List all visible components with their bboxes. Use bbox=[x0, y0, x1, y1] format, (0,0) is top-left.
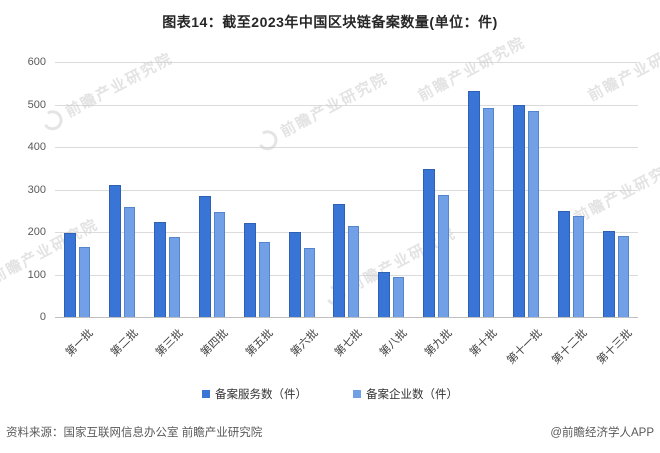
bar-enterprises bbox=[303, 247, 315, 317]
x-tick-label: 第十一批 bbox=[504, 327, 545, 367]
legend-label: 备案服务数（件） bbox=[215, 389, 307, 401]
y-tick-label: 600 bbox=[27, 56, 46, 68]
y-tick-label: 0 bbox=[39, 311, 46, 323]
bar-group: 第六批 bbox=[279, 62, 324, 359]
bar-enterprises bbox=[213, 212, 225, 317]
bar-enterprises bbox=[438, 194, 450, 317]
x-tick-label: 第六批 bbox=[288, 327, 321, 359]
bar-group: 第十批 bbox=[459, 62, 504, 359]
bar-enterprises bbox=[617, 236, 629, 317]
bar-services bbox=[288, 232, 301, 317]
y-tick-label: 100 bbox=[27, 268, 46, 281]
bar-services bbox=[378, 272, 391, 317]
x-tick-label: 第七批 bbox=[333, 327, 366, 359]
bar-group: 第四批 bbox=[190, 62, 235, 359]
x-tick-label: 第十批 bbox=[467, 327, 500, 359]
x-tick-label: 第九批 bbox=[422, 327, 455, 359]
x-tick-label: 第十三批 bbox=[594, 327, 635, 367]
x-tick-label: 第四批 bbox=[198, 327, 231, 359]
bar-group: 第九批 bbox=[414, 62, 459, 359]
y-axis: 0 100 200 300 400 500 600 bbox=[0, 56, 46, 323]
legend-label: 备案企业数（件） bbox=[366, 389, 458, 401]
bar-services bbox=[423, 169, 436, 317]
y-tick-label: 200 bbox=[27, 226, 46, 238]
legend-swatch-icon bbox=[353, 390, 361, 398]
legend: 备案服务数（件） 备案企业数（件） bbox=[0, 386, 660, 402]
bar-group: 第二批 bbox=[100, 62, 145, 359]
bar-services bbox=[64, 233, 77, 317]
legend-item: 备案服务数（件） bbox=[202, 386, 307, 402]
bar-services bbox=[243, 222, 256, 317]
bar-groups: 第一批 第二批 第三批 第四批 第五批 第六批 第七批 第八批 第九批 第十批 第十一批 第十二批 第十… bbox=[55, 62, 638, 367]
bar-services bbox=[557, 210, 570, 317]
gridline bbox=[55, 189, 638, 191]
x-tick-label: 第五批 bbox=[243, 327, 276, 359]
bar-services bbox=[154, 222, 167, 317]
bar-enterprises bbox=[393, 277, 405, 317]
bar-enterprises bbox=[124, 207, 136, 317]
bar-enterprises bbox=[258, 241, 270, 317]
bar-enterprises bbox=[79, 247, 91, 317]
bar-group: 第七批 bbox=[324, 62, 369, 359]
bar-services bbox=[198, 195, 211, 317]
y-tick-label: 500 bbox=[27, 98, 46, 111]
plot-area: 第一批 第二批 第三批 第四批 第五批 第六批 第七批 第八批 第九批 第十批 第十一批 第十二批 第十… bbox=[55, 62, 638, 367]
bar-services bbox=[468, 90, 481, 317]
bar-enterprises bbox=[169, 236, 181, 317]
bar-services bbox=[333, 204, 346, 317]
x-tick-label: 第八批 bbox=[378, 327, 410, 359]
x-tick-label: 第三批 bbox=[153, 327, 186, 359]
gridline bbox=[55, 147, 638, 148]
x-tick-label: 第二批 bbox=[109, 327, 141, 359]
x-tick-label: 第一批 bbox=[64, 327, 97, 359]
bar-services bbox=[512, 104, 525, 317]
gridline bbox=[55, 232, 638, 233]
legend-swatch-icon bbox=[202, 390, 210, 398]
y-tick-label: 400 bbox=[27, 141, 46, 153]
bar-enterprises bbox=[483, 108, 495, 317]
gridline bbox=[55, 62, 638, 63]
gridline bbox=[55, 317, 638, 318]
bar-group: 第一批 bbox=[55, 62, 100, 359]
gridline bbox=[55, 274, 638, 276]
bar-group: 第十一批 bbox=[503, 62, 548, 367]
bar-services bbox=[602, 231, 615, 317]
bar-enterprises bbox=[348, 226, 360, 317]
page-title: 图表14：截至2023年中国区块链备案数量(单位：件) bbox=[162, 14, 498, 30]
bar-services bbox=[109, 185, 122, 317]
source-note: 资料来源：国家互联网信息办公室 前瞻产业研究院 bbox=[6, 427, 263, 439]
bar-group: 第五批 bbox=[234, 62, 279, 359]
legend-item: 备案企业数（件） bbox=[353, 386, 458, 402]
credit-note: @前瞻经济学人APP bbox=[550, 427, 654, 439]
bar-enterprises bbox=[572, 216, 584, 317]
gridline bbox=[55, 104, 638, 106]
bar-group: 第三批 bbox=[145, 62, 190, 359]
bar-enterprises bbox=[527, 110, 539, 317]
bar-group: 第十二批 bbox=[548, 62, 593, 367]
y-tick-label: 300 bbox=[27, 183, 46, 196]
footer: 资料来源：国家互联网信息办公室 前瞻产业研究院 @前瞻经济学人APP bbox=[6, 424, 654, 440]
bar-group: 第八批 bbox=[369, 62, 414, 359]
bar-group: 第十三批 bbox=[593, 62, 638, 367]
x-tick-label: 第十二批 bbox=[549, 327, 590, 367]
